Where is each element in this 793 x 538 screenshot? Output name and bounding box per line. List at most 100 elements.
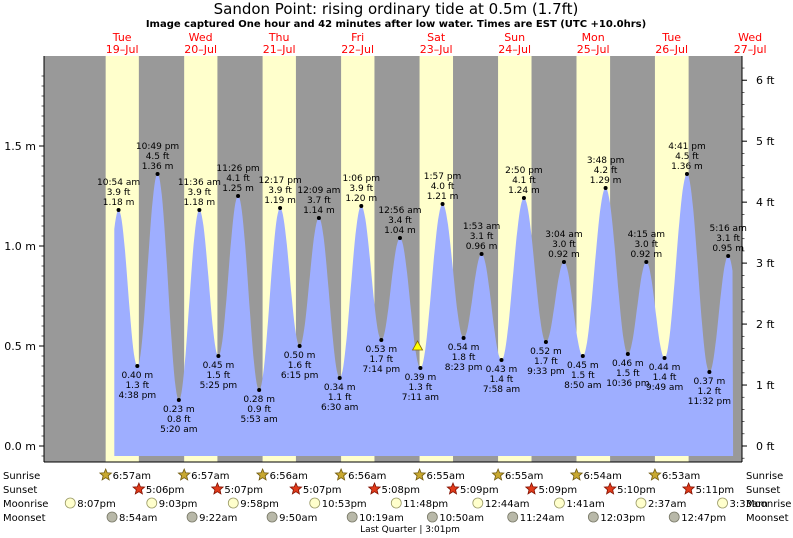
- moonset-icon: [106, 511, 118, 523]
- moonset-time-label: 12:47pm: [681, 513, 726, 524]
- moonrise-icon: [64, 497, 76, 509]
- tide-label: 1:53 am: [463, 222, 500, 232]
- tide-label: 0.45 m: [203, 361, 235, 371]
- y-right-tick-label: 0 ft: [756, 440, 775, 453]
- tide-label: 0.45 m: [567, 361, 599, 371]
- y-right-tick-label: 6 ft: [756, 74, 775, 87]
- low-tide-marker: 0.45 m0.45 m1.5 ft8:50 am: [564, 354, 601, 391]
- sunrise-time-label: 6:53am: [662, 471, 700, 482]
- sunrise-icon: [491, 467, 505, 481]
- tide-point: 0.34 m: [337, 376, 342, 380]
- y-right-tick-label: 1 ft: [756, 379, 775, 392]
- row-label-right: Sunrise: [746, 471, 783, 482]
- tide-label: 1.5 ft: [207, 371, 231, 381]
- tide-label: 9:33 pm: [527, 367, 565, 377]
- tide-label: 0.96 m: [466, 242, 498, 252]
- high-tide-marker: 0.95 m0.95 m3.1 ft5:16 am: [709, 224, 747, 258]
- tide-label: 10:49 pm: [136, 142, 179, 152]
- moon-phase-label: Last Quarter | 3:01pm: [360, 525, 460, 535]
- moonset-time-label: 12:03pm: [600, 513, 645, 524]
- sunset-icon: [603, 481, 617, 495]
- sunrise-icon: [334, 467, 348, 481]
- moonset-icon: [587, 511, 599, 523]
- tide-label: 1.7 ft: [369, 355, 393, 365]
- tide-point: 0.50 m: [297, 344, 302, 348]
- sunset-time-label: 5:09pm: [539, 485, 578, 496]
- tide-label: 1.20 m: [345, 194, 377, 204]
- tide-point: 0.45 m: [216, 354, 221, 358]
- moonset-icon: [186, 511, 198, 523]
- moonrise-time-label: 1:41am: [566, 499, 604, 510]
- tide-label: 12:17 pm: [258, 176, 301, 186]
- day-date-label: 26–Jul: [655, 43, 688, 56]
- tide-label: 0.92 m: [630, 250, 662, 260]
- tide-label: 1:06 pm: [342, 174, 380, 184]
- sunset-time-label: 5:07pm: [224, 485, 263, 496]
- sunrise-icon: [648, 467, 662, 481]
- tide-label: 3.9 ft: [107, 188, 131, 198]
- tide-label: 1.7 ft: [534, 357, 558, 367]
- day-date-label: 22–Jul: [341, 43, 374, 56]
- tide-point: 1.19 m: [278, 206, 283, 210]
- day-date-label: 23–Jul: [420, 43, 453, 56]
- tide-point: 0.96 m: [479, 252, 484, 256]
- tide-label: 10:54 am: [97, 178, 140, 188]
- day-name-label: Tue: [112, 31, 132, 44]
- moonset-time-label: 10:50am: [439, 513, 484, 524]
- tide-label: 0.44 m: [649, 363, 681, 373]
- sunset-time-label: 5:08pm: [381, 485, 420, 496]
- day-name-label: Wed: [738, 31, 762, 44]
- low-tide-marker: 0.23 m0.23 m0.8 ft5:20 am: [160, 398, 198, 435]
- moonrise-icon: [309, 497, 321, 509]
- moonrise-time-label: 9:03pm: [159, 499, 198, 510]
- high-tide-marker: 0.92 m0.92 m3.0 ft3:04 am: [545, 230, 583, 264]
- row-label-right: Moonset: [746, 513, 789, 524]
- moonset-icon: [426, 511, 438, 523]
- tide-label: 1.5 ft: [616, 369, 640, 379]
- tide-label: 1.18 m: [184, 198, 216, 208]
- sunset-icon: [524, 481, 539, 495]
- row-label-left: Moonset: [3, 513, 46, 524]
- tide-label: 0.40 m: [121, 371, 153, 381]
- tide-label: 4.2 ft: [594, 166, 618, 176]
- sunrise-icon: [98, 467, 113, 481]
- moonrise-time-label: 2:37am: [648, 499, 686, 510]
- tide-label: 11:32 pm: [688, 397, 731, 407]
- tide-label: 1.04 m: [384, 226, 416, 236]
- tide-label: 4:15 am: [628, 230, 665, 240]
- tide-label: 1.4 ft: [490, 375, 514, 385]
- tide-label: 3.7 ft: [307, 196, 331, 206]
- tide-label: 8:50 am: [564, 381, 601, 391]
- sunrise-icon: [569, 467, 584, 481]
- tide-label: 1:57 pm: [424, 172, 462, 182]
- low-tide-marker: 0.40 m0.40 m1.3 ft4:38 pm: [119, 364, 156, 401]
- tide-label: 1.3 ft: [409, 383, 433, 393]
- high-tide-marker: 0.92 m0.92 m3.0 ft4:15 am: [628, 230, 665, 264]
- moonrise-time-label: 8:07pm: [77, 499, 116, 510]
- low-tide-marker: 0.43 m0.43 m1.4 ft7:58 am: [483, 358, 520, 395]
- day-date-label: 27–Jul: [734, 43, 767, 56]
- tide-label: 0.39 m: [405, 373, 437, 383]
- moonset-icon: [266, 511, 278, 523]
- tide-label: 3.4 ft: [388, 216, 412, 226]
- tide-label: 0.52 m: [530, 347, 562, 357]
- sunrise-time-label: 6:57am: [113, 471, 151, 482]
- tide-label: 0.46 m: [612, 359, 644, 369]
- tide-label: 3.0 ft: [552, 240, 576, 250]
- tide-point: 0.23 m: [176, 398, 181, 402]
- moonset-time-label: 9:50am: [279, 513, 317, 524]
- moonrise-icon: [554, 497, 565, 509]
- row-label-right: Moonrise: [746, 499, 791, 510]
- moonrise-time-label: 11:48pm: [403, 499, 448, 510]
- y-left-tick-label: 1.0 m: [4, 240, 36, 253]
- sunset-time-label: 5:10pm: [617, 485, 656, 496]
- chart-subtitle: Image captured One hour and 42 minutes a…: [146, 19, 646, 30]
- low-tide-marker: 0.45 m0.45 m1.5 ft5:25 pm: [200, 354, 237, 391]
- sunrise-time-label: 6:55am: [505, 471, 543, 482]
- moonrise-icon: [227, 497, 239, 509]
